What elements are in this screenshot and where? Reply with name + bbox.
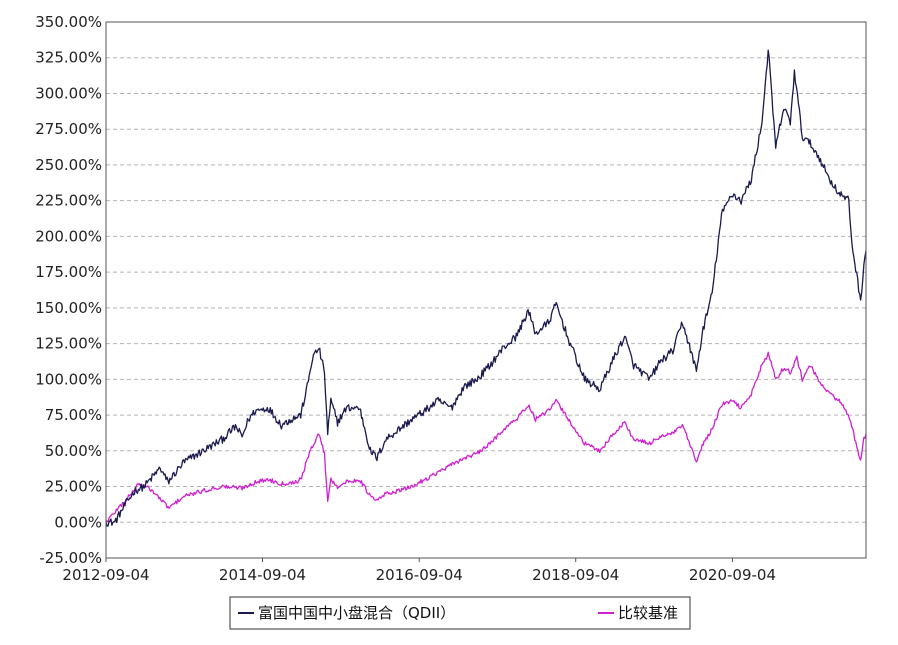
y-tick-label: 250.00% [35, 156, 102, 174]
x-axis-tick-labels: 2012-09-04 2014-09-04 2016-09-04 2018-09-04… [62, 558, 776, 584]
x-tick-label: 2018-09-04 [532, 566, 619, 584]
y-tick-label: 25.00% [45, 478, 102, 496]
fund-nav-line [105, 49, 867, 527]
x-tick-label: 2020-09-04 [689, 566, 776, 584]
plot-area-frame [105, 21, 867, 559]
x-tick-label: 2014-09-04 [219, 566, 306, 584]
y-tick-label: 325.00% [35, 49, 102, 67]
y-axis-tick-labels: -25.00% 0.00% 25.00% 50.00% 75.00% 100.00% 125… [35, 13, 102, 567]
benchmark-line [105, 351, 867, 523]
y-tick-label: 0.00% [54, 513, 102, 531]
y-tick-label: 300.00% [35, 84, 102, 102]
x-tick-label: 2016-09-04 [376, 566, 463, 584]
y-tick-label: 75.00% [45, 406, 102, 424]
y-tick-label: 50.00% [45, 442, 102, 460]
y-tick-label: 275.00% [35, 120, 102, 138]
y-tick-label: 100.00% [35, 370, 102, 388]
y-tick-label: 150.00% [35, 299, 102, 317]
y-tick-label: 200.00% [35, 227, 102, 245]
x-tick-label: 2012-09-04 [62, 566, 149, 584]
legend-label-benchmark: 比较基准 [618, 604, 678, 622]
y-tick-label: 125.00% [35, 335, 102, 353]
series-lines [105, 49, 867, 527]
y-tick-label: 225.00% [35, 192, 102, 210]
y-tick-label: -25.00% [39, 549, 102, 567]
y-tick-label: 350.00% [35, 13, 102, 31]
legend-label-fund: 富国中国中小盘混合（QDII） [258, 604, 455, 622]
legend: 富国中国中小盘混合（QDII） 比较基准 [229, 596, 691, 630]
y-tick-label: 175.00% [35, 263, 102, 281]
gridlines [106, 57, 866, 523]
